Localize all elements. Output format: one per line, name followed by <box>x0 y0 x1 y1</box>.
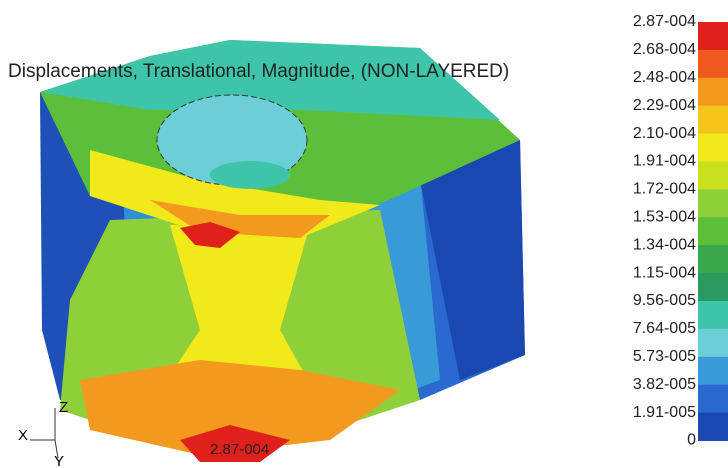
axis-triad <box>30 408 58 458</box>
legend-swatch <box>698 273 728 301</box>
legend-label: 9.56-005 <box>633 292 696 309</box>
legend-label: 1.53-004 <box>633 209 696 226</box>
legend-swatch <box>698 50 728 78</box>
legend: 2.87-004 2.68-004 2.48-004 2.29-004 2.10-004… <box>633 13 728 449</box>
legend-label: 2.68-004 <box>633 41 696 58</box>
legend-swatch <box>698 301 728 329</box>
axis-y: Y <box>54 453 64 468</box>
legend-label: 5.73-005 <box>633 348 696 365</box>
legend-label: 7.64-005 <box>633 320 696 337</box>
legend-label: 2.48-004 <box>633 69 696 86</box>
screenshot: Displacements, Translational, Magnitude,… <box>0 0 728 468</box>
legend-label: 2.10-004 <box>633 125 696 142</box>
legend-label: 2.87-004 <box>633 13 696 30</box>
legend-swatch <box>698 413 728 441</box>
legend-swatch <box>698 245 728 273</box>
legend-label: 0 <box>687 432 696 449</box>
legend-swatch <box>698 134 728 162</box>
legend-label: 1.72-004 <box>633 181 696 198</box>
legend-swatch <box>698 78 728 106</box>
axis-x: X <box>18 427 28 444</box>
legend-label: 1.34-004 <box>633 236 696 253</box>
model <box>40 40 525 462</box>
legend-label: 3.82-005 <box>633 376 696 393</box>
legend-swatch <box>698 357 728 385</box>
axis-z: Z <box>59 399 68 416</box>
legend-label: 2.29-004 <box>633 97 696 114</box>
contour-view: Displacements, Translational, Magnitude,… <box>0 0 728 468</box>
legend-swatch <box>698 162 728 190</box>
legend-swatch <box>698 329 728 357</box>
title: Displacements, Translational, Magnitude,… <box>8 61 509 82</box>
legend-swatch <box>698 385 728 413</box>
legend-swatch <box>698 217 728 245</box>
legend-label: 1.91-005 <box>633 404 696 421</box>
max-label: 2.87-004 <box>210 441 269 458</box>
legend-swatch <box>698 189 728 217</box>
legend-swatch <box>698 106 728 134</box>
legend-label: 1.91-004 <box>633 153 696 170</box>
legend-swatch <box>698 22 728 50</box>
legend-label: 1.15-004 <box>633 264 696 281</box>
hole-inner <box>210 161 290 189</box>
